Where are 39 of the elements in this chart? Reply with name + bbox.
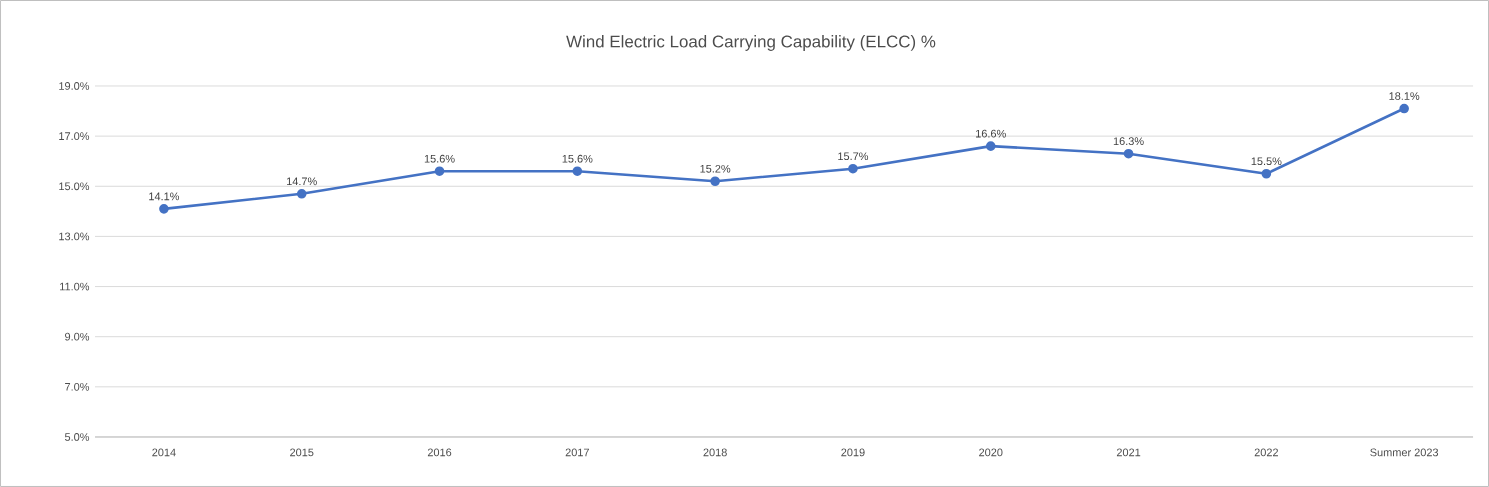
point bbox=[1261, 168, 1272, 179]
chart-title: Wind Electric Load Carrying Capability (ELCC) % bbox=[566, 35, 936, 51]
data-label: 15.6% bbox=[562, 154, 593, 163]
x-tick-label: 2020 bbox=[979, 448, 1003, 457]
point bbox=[434, 166, 445, 177]
data-label: 15.7% bbox=[838, 152, 869, 161]
x-tick-label: 2022 bbox=[1254, 448, 1278, 457]
data-label: 15.5% bbox=[1251, 157, 1282, 166]
x-tick-label: 2016 bbox=[427, 448, 452, 457]
y-tick-label: 5.0% bbox=[64, 433, 90, 441]
x-tick-label: 2018 bbox=[703, 448, 727, 457]
y-tick-label: 17.0% bbox=[59, 132, 90, 141]
point bbox=[159, 204, 169, 214]
data-label: 16.3% bbox=[1113, 137, 1144, 146]
x-tick-label: 2021 bbox=[1116, 448, 1141, 457]
x-tick-label: 2017 bbox=[565, 448, 589, 457]
point bbox=[1399, 103, 1409, 114]
x-tick-label: Summer 2023 bbox=[1370, 448, 1439, 457]
point bbox=[848, 163, 858, 174]
data-label: 15.2% bbox=[700, 164, 731, 173]
point bbox=[710, 176, 720, 187]
data-label: 15.6% bbox=[424, 154, 455, 163]
y-tick-label: 7.0% bbox=[65, 382, 90, 391]
y-tick-label: 11.0% bbox=[60, 282, 90, 291]
y-tick-label: 19.0% bbox=[59, 82, 90, 90]
x-tick-label: 2019 bbox=[841, 448, 865, 457]
point bbox=[296, 188, 307, 199]
point bbox=[572, 166, 583, 177]
point bbox=[1123, 148, 1134, 159]
y-tick-label: 15.0% bbox=[59, 182, 90, 191]
data-label: 14.7% bbox=[287, 177, 317, 186]
y-tick-label: 9.0% bbox=[65, 332, 90, 341]
data-label: 18.1% bbox=[1389, 92, 1420, 100]
y-tick-label: 13.0% bbox=[59, 232, 90, 241]
x-tick-label: 2015 bbox=[290, 448, 314, 457]
point bbox=[985, 141, 996, 151]
x-tick-label: 2014 bbox=[152, 448, 176, 457]
data-label: 16.6% bbox=[976, 129, 1006, 138]
data-label: 14.1% bbox=[149, 192, 180, 201]
